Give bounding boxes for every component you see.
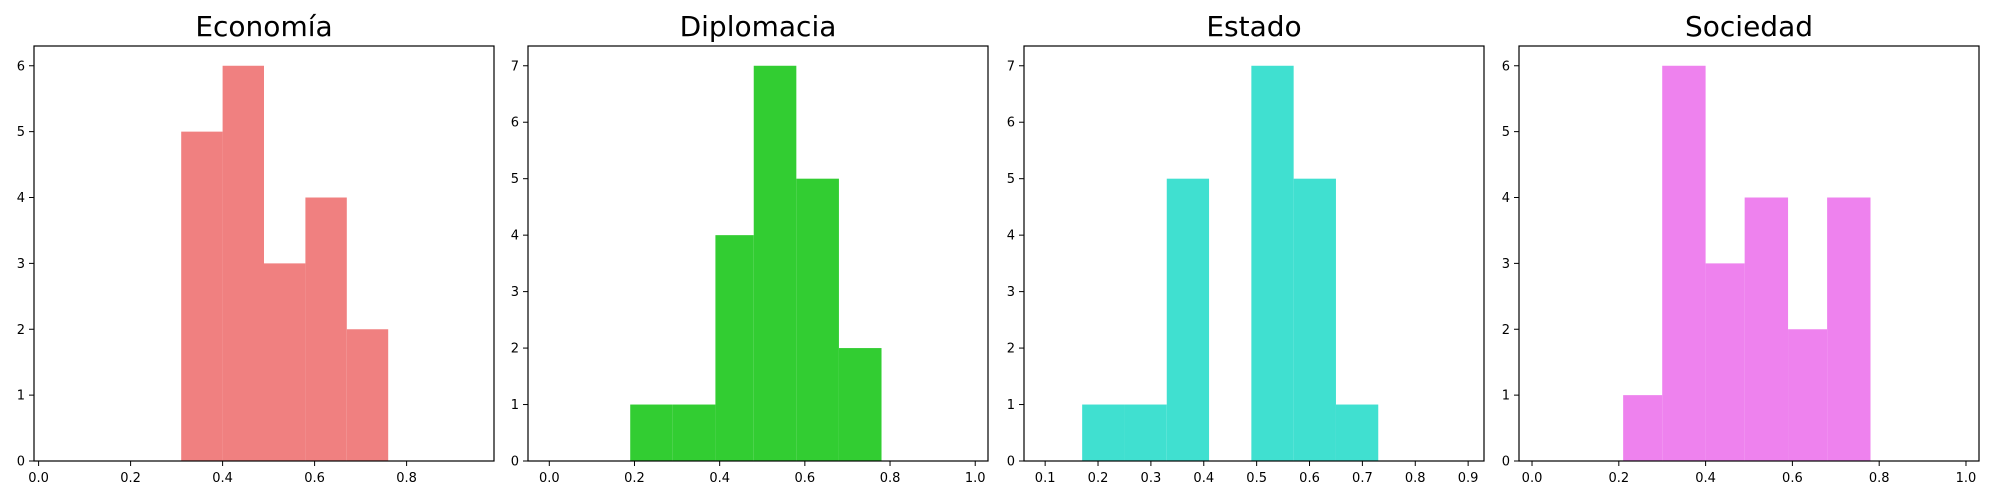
- x-tick-label: 0.4: [212, 471, 233, 486]
- histogram-bar: [305, 197, 347, 461]
- histogram-bar: [630, 404, 673, 461]
- x-tick-label: 0.8: [1869, 471, 1890, 486]
- y-tick-label: 2: [17, 323, 25, 338]
- histogram-bar: [181, 131, 223, 461]
- x-tick-label: 0.4: [709, 471, 730, 486]
- x-tick-label: 0.6: [1782, 471, 1803, 486]
- x-tick-label: 1.0: [965, 471, 986, 486]
- histogram-panel-4: 0.0 0.2 0.4 0.6 0.8 1.0 0 1 2 3 4 5 6 Sociedad: [1502, 10, 1980, 486]
- histogram-bar: [1082, 404, 1125, 461]
- y-tick-label: 3: [511, 285, 519, 300]
- y-tick-label: 6: [1007, 116, 1015, 131]
- x-tick-label: 0.2: [1088, 471, 1109, 486]
- plot-frame: [33, 45, 495, 462]
- panel-title: Economía: [195, 10, 332, 43]
- y-tick-label: 3: [1007, 285, 1015, 300]
- y-tick-label: 3: [1502, 257, 1510, 272]
- x-tick-label: 0.6: [795, 471, 816, 486]
- x-tick-label: 0.2: [624, 471, 645, 486]
- histogram-bar: [346, 329, 389, 461]
- y-tick-label: 1: [1007, 398, 1015, 413]
- histogram-panel-2: 0.0 0.2 0.4 0.6 0.8 1.0 0 1 2 3 4 5 6 7 Diplomacia: [511, 10, 989, 486]
- y-tick-label: 6: [17, 59, 25, 74]
- x-tick-label: 0.3: [1141, 471, 1162, 486]
- x-tick-label: 0.6: [304, 471, 325, 486]
- histogram-bar: [672, 404, 716, 461]
- y-tick-label: 6: [511, 116, 519, 131]
- x-tick-label: 0.5: [1246, 471, 1267, 486]
- y-tick-label: 2: [511, 342, 519, 357]
- histogram-bar: [796, 178, 839, 461]
- x-tick-label: 0.6: [1299, 471, 1320, 486]
- x-tick-label: 0.8: [880, 471, 901, 486]
- x-tick-label: 0.7: [1352, 471, 1373, 486]
- histogram-bar: [715, 235, 754, 461]
- y-tick-label: 4: [511, 229, 519, 244]
- x-tick-label: 1.0: [1956, 471, 1977, 486]
- y-tick-label: 0: [511, 455, 519, 470]
- histogram-bar: [222, 65, 264, 461]
- x-tick-label: 0.4: [1695, 471, 1716, 486]
- y-tick-label: 1: [511, 398, 519, 413]
- y-tick-label: 7: [1007, 59, 1015, 74]
- y-tick-label: 7: [511, 59, 519, 74]
- histogram-panel-1: 0.0 0.2 0.4 0.6 0.8 0 1 2 3 4 5 6 Economía: [17, 10, 495, 486]
- y-tick-label: 1: [1502, 389, 1510, 404]
- histogram-bar: [1623, 395, 1663, 461]
- plot-frame: [527, 45, 989, 462]
- y-tick-label: 4: [1502, 191, 1510, 206]
- x-tick-label: 0.2: [1608, 471, 1629, 486]
- y-tick-label: 1: [17, 389, 25, 404]
- y-tick-label: 5: [511, 172, 519, 187]
- y-tick-label: 2: [1502, 323, 1510, 338]
- histogram-bar: [1124, 404, 1167, 461]
- x-tick-label: 0.0: [539, 471, 560, 486]
- x-tick-label: 0.0: [1522, 471, 1543, 486]
- x-tick-label: 0.9: [1458, 471, 1479, 486]
- histogram-bar: [1293, 178, 1336, 461]
- y-tick-label: 5: [1502, 125, 1510, 140]
- y-tick-label: 5: [1007, 172, 1015, 187]
- panel-title: Diplomacia: [680, 10, 837, 43]
- histogram-panel-3: 0.1 0.2 0.3 0.4 0.5 0.6 0.7 0.8 0.9 0 1 2 3 4 5 6 7 Estad…: [1007, 10, 1485, 486]
- x-tick-label: 0.8: [1405, 471, 1426, 486]
- plot-frame: [1023, 45, 1485, 462]
- histogram-bar: [1788, 329, 1828, 461]
- y-tick-label: 3: [17, 257, 25, 272]
- histogram-bar: [1662, 65, 1706, 461]
- panel-title: Estado: [1206, 10, 1301, 43]
- x-tick-label: 0.4: [1193, 471, 1214, 486]
- histogram-bar: [838, 348, 882, 461]
- y-tick-label: 0: [1502, 455, 1510, 470]
- y-tick-label: 4: [17, 191, 25, 206]
- y-tick-label: 0: [17, 455, 25, 470]
- y-tick-label: 6: [1502, 59, 1510, 74]
- histogram-bar: [1705, 263, 1745, 461]
- histogram-bar: [264, 263, 306, 461]
- histogram-bar: [1827, 197, 1871, 461]
- y-tick-label: 0: [1007, 455, 1015, 470]
- histogram-bar: [753, 65, 797, 461]
- y-tick-label: 5: [17, 125, 25, 140]
- y-tick-label: 2: [1007, 342, 1015, 357]
- x-tick-label: 0.8: [396, 471, 417, 486]
- y-tick-label: 4: [1007, 229, 1015, 244]
- plot-frame: [1518, 45, 1980, 462]
- x-tick-label: 0.2: [120, 471, 141, 486]
- histogram-bar: [1166, 178, 1210, 461]
- histogram-bar: [1335, 404, 1379, 461]
- histogram-bar: [1744, 197, 1789, 461]
- histogram-bar: [1251, 65, 1294, 461]
- x-tick-label: 0.0: [28, 471, 49, 486]
- panel-title: Sociedad: [1685, 10, 1813, 43]
- x-tick-label: 0.1: [1035, 471, 1056, 486]
